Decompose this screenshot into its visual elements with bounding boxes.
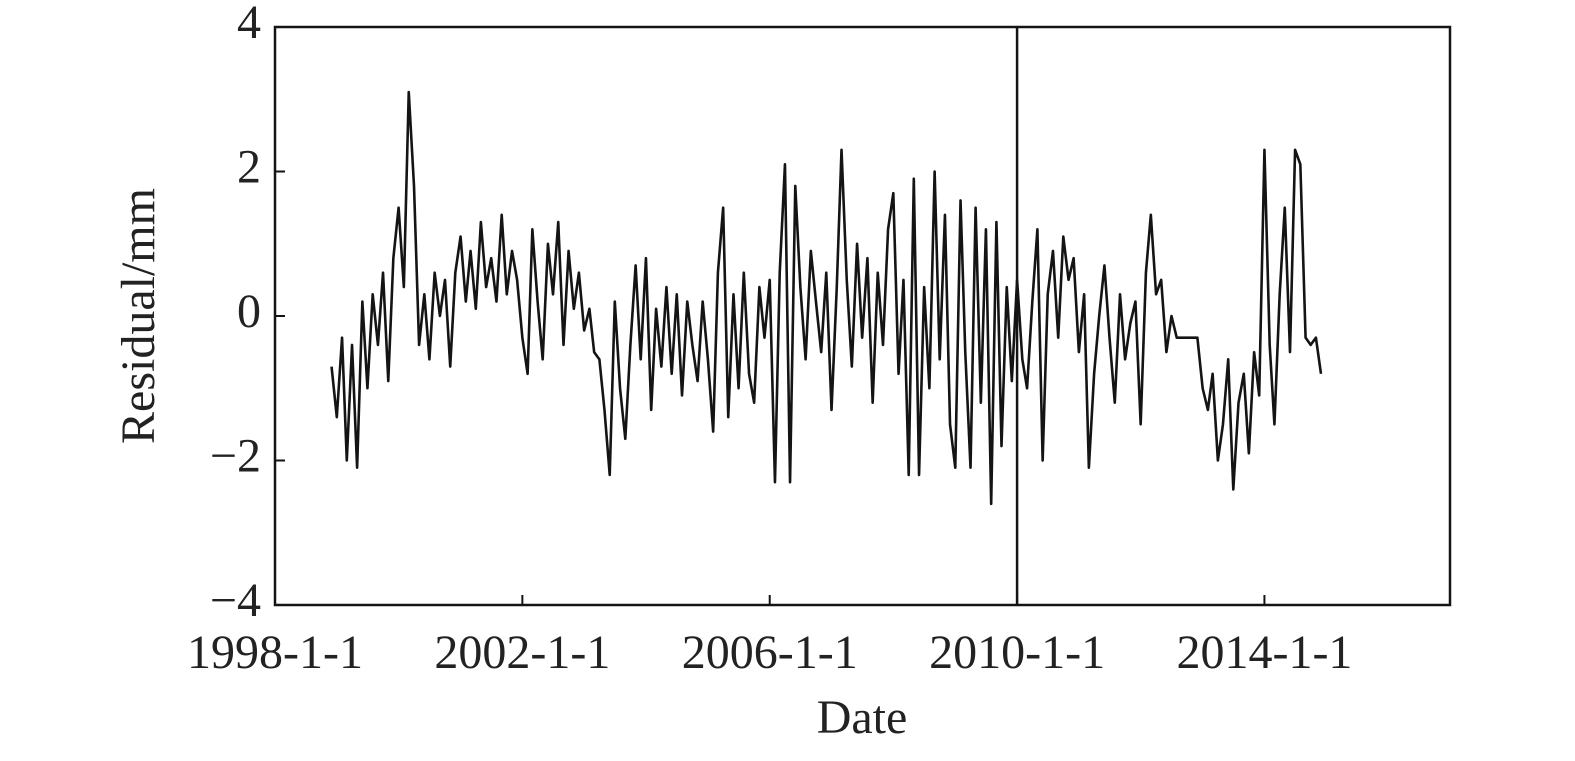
x-axis-label: Date <box>817 691 908 744</box>
x-tick-label: 2014-1-1 <box>1176 626 1352 679</box>
x-tick-label: 2010-1-1 <box>929 626 1105 679</box>
y-tick-label: 0 <box>237 285 261 338</box>
y-tick-label: 2 <box>237 141 261 194</box>
data-line <box>330 90 1323 506</box>
x-tick-label: 2006-1-1 <box>682 626 858 679</box>
y-tick-label: 4 <box>237 0 261 49</box>
x-tick-label: 2002-1-1 <box>434 626 610 679</box>
y-axis-label: Residual/mm <box>112 188 165 444</box>
x-tick-label: 1998-1-1 <box>187 626 363 679</box>
y-tick-label: −2 <box>210 430 261 483</box>
y-tick-label: −4 <box>210 574 261 627</box>
